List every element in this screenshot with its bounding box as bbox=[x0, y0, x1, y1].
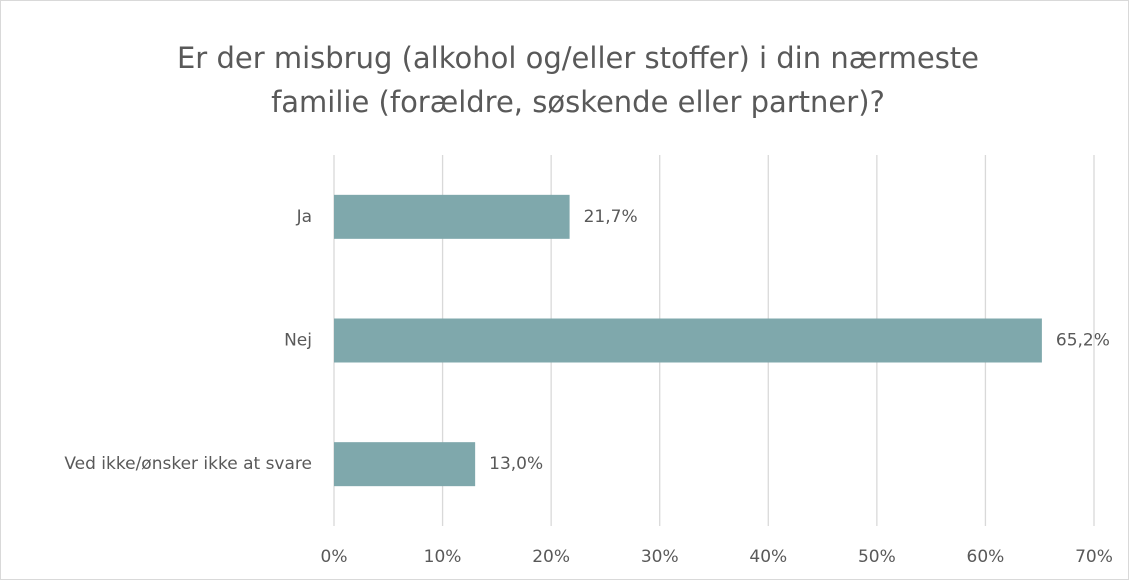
y-tick-label: Nej bbox=[284, 331, 312, 351]
x-tick-label: 40% bbox=[749, 547, 787, 567]
bar bbox=[334, 442, 476, 487]
x-tick-label: 60% bbox=[967, 547, 1005, 567]
chart-title: Er der misbrug (alkohol og/eller stoffer… bbox=[177, 41, 979, 75]
x-tick-label: 0% bbox=[321, 547, 348, 567]
y-tick-label: Ved ikke/ønsker ikke at svare bbox=[64, 454, 312, 474]
bar bbox=[334, 194, 570, 239]
x-tick-label: 20% bbox=[532, 547, 570, 567]
x-tick-label: 10% bbox=[424, 547, 462, 567]
x-tick-label: 70% bbox=[1075, 547, 1113, 567]
data-label: 21,7% bbox=[584, 207, 638, 227]
bar bbox=[334, 318, 1042, 363]
data-label: 13,0% bbox=[489, 454, 543, 474]
y-tick-label: Ja bbox=[296, 207, 312, 227]
x-tick-label: 30% bbox=[641, 547, 679, 567]
x-tick-label: 50% bbox=[858, 547, 896, 567]
data-label: 65,2% bbox=[1056, 331, 1110, 351]
chart-title: familie (forældre, søskende eller partne… bbox=[271, 85, 885, 119]
